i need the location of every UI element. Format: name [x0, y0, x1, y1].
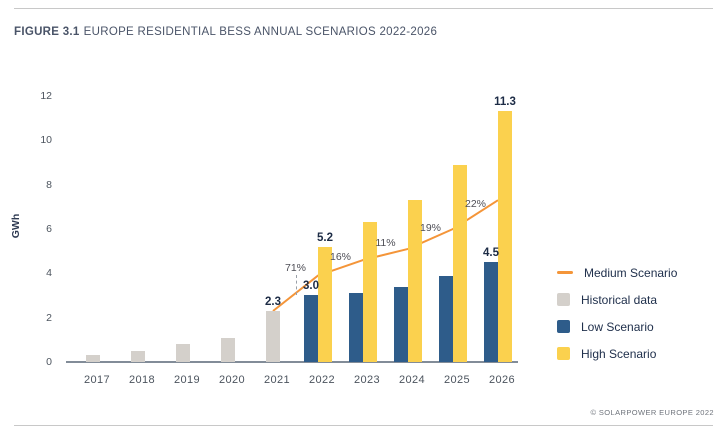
legend-label: Low Scenario [581, 319, 654, 334]
historical-bar [131, 350, 145, 362]
low-scenario-bar [304, 295, 318, 362]
y-tick-label: 8 [46, 178, 52, 191]
legend-square-swatch [557, 293, 570, 306]
legend-item: High Scenario [557, 340, 677, 367]
growth-label-connector [295, 275, 297, 296]
bar-value-label: 3.0 [303, 280, 319, 293]
legend-square-swatch [557, 320, 570, 333]
x-tick-label: 2023 [353, 374, 381, 386]
historical-bar [266, 311, 280, 362]
legend-item: Historical data [557, 286, 677, 313]
low-scenario-bar [484, 262, 498, 362]
x-tick-label: 2022 [308, 374, 336, 386]
high-scenario-bar [453, 164, 467, 362]
y-tick-label: 2 [46, 311, 52, 324]
legend-label: High Scenario [581, 346, 657, 361]
bottom-divider [14, 425, 713, 426]
legend-label: Historical data [581, 292, 658, 307]
high-scenario-bar [318, 246, 332, 362]
growth-percent-label: 71% [284, 262, 307, 275]
legend-line-swatch [557, 271, 573, 274]
legend-item: Low Scenario [557, 313, 677, 340]
x-tick-label: 2020 [218, 374, 246, 386]
y-tick-label: 6 [46, 222, 52, 235]
legend-label: Medium Scenario [584, 265, 678, 280]
high-scenario-bar [498, 111, 512, 362]
x-tick-label: 2025 [443, 374, 471, 386]
historical-bar [221, 337, 235, 362]
x-tick-label: 2021 [263, 374, 291, 386]
legend-square-swatch [557, 347, 570, 360]
x-axis-line [66, 361, 518, 363]
low-scenario-bar [349, 293, 363, 362]
high-scenario-bar [363, 222, 377, 362]
chart-legend: Medium Scenario Historical data Low Scenar… [557, 259, 677, 367]
figure-number: FIGURE 3.1 [14, 26, 80, 38]
y-tick-label: 10 [40, 134, 52, 147]
growth-percent-label: 11% [375, 237, 396, 250]
figure-title-text: EUROPE RESIDENTIAL BESS ANNUAL SCENARIOS… [83, 26, 438, 38]
x-tick-label: 2018 [128, 374, 156, 386]
top-divider [14, 8, 713, 9]
bar-value-label: 5.2 [317, 231, 333, 244]
x-tick-label: 2017 [83, 374, 111, 386]
growth-percent-label: 22% [464, 197, 487, 210]
y-tick-label: 4 [46, 267, 52, 280]
growth-percent-label: 19% [419, 221, 442, 234]
x-tick-label: 2019 [173, 374, 201, 386]
y-tick-label: 0 [46, 356, 52, 368]
copyright-text: © SOLARPOWER EUROPE 2022 [590, 408, 714, 417]
y-tick-label: 12 [40, 89, 52, 102]
legend-item: Medium Scenario [557, 259, 677, 286]
high-scenario-bar [408, 200, 422, 362]
low-scenario-bar [394, 286, 408, 362]
bar-value-label: 2.3 [265, 296, 281, 308]
historical-bar [86, 355, 100, 362]
bar-value-label: 4.5 [483, 247, 499, 260]
growth-percent-label: 16% [329, 250, 352, 263]
x-tick-label: 2024 [398, 374, 426, 386]
x-tick-label: 2026 [488, 374, 516, 386]
low-scenario-bar [439, 275, 453, 362]
figure-title: FIGURE 3.1 EUROPE RESIDENTIAL BESS ANNUAL… [14, 26, 437, 38]
bar-value-label: 11.3 [494, 96, 516, 109]
historical-bar [176, 344, 190, 362]
